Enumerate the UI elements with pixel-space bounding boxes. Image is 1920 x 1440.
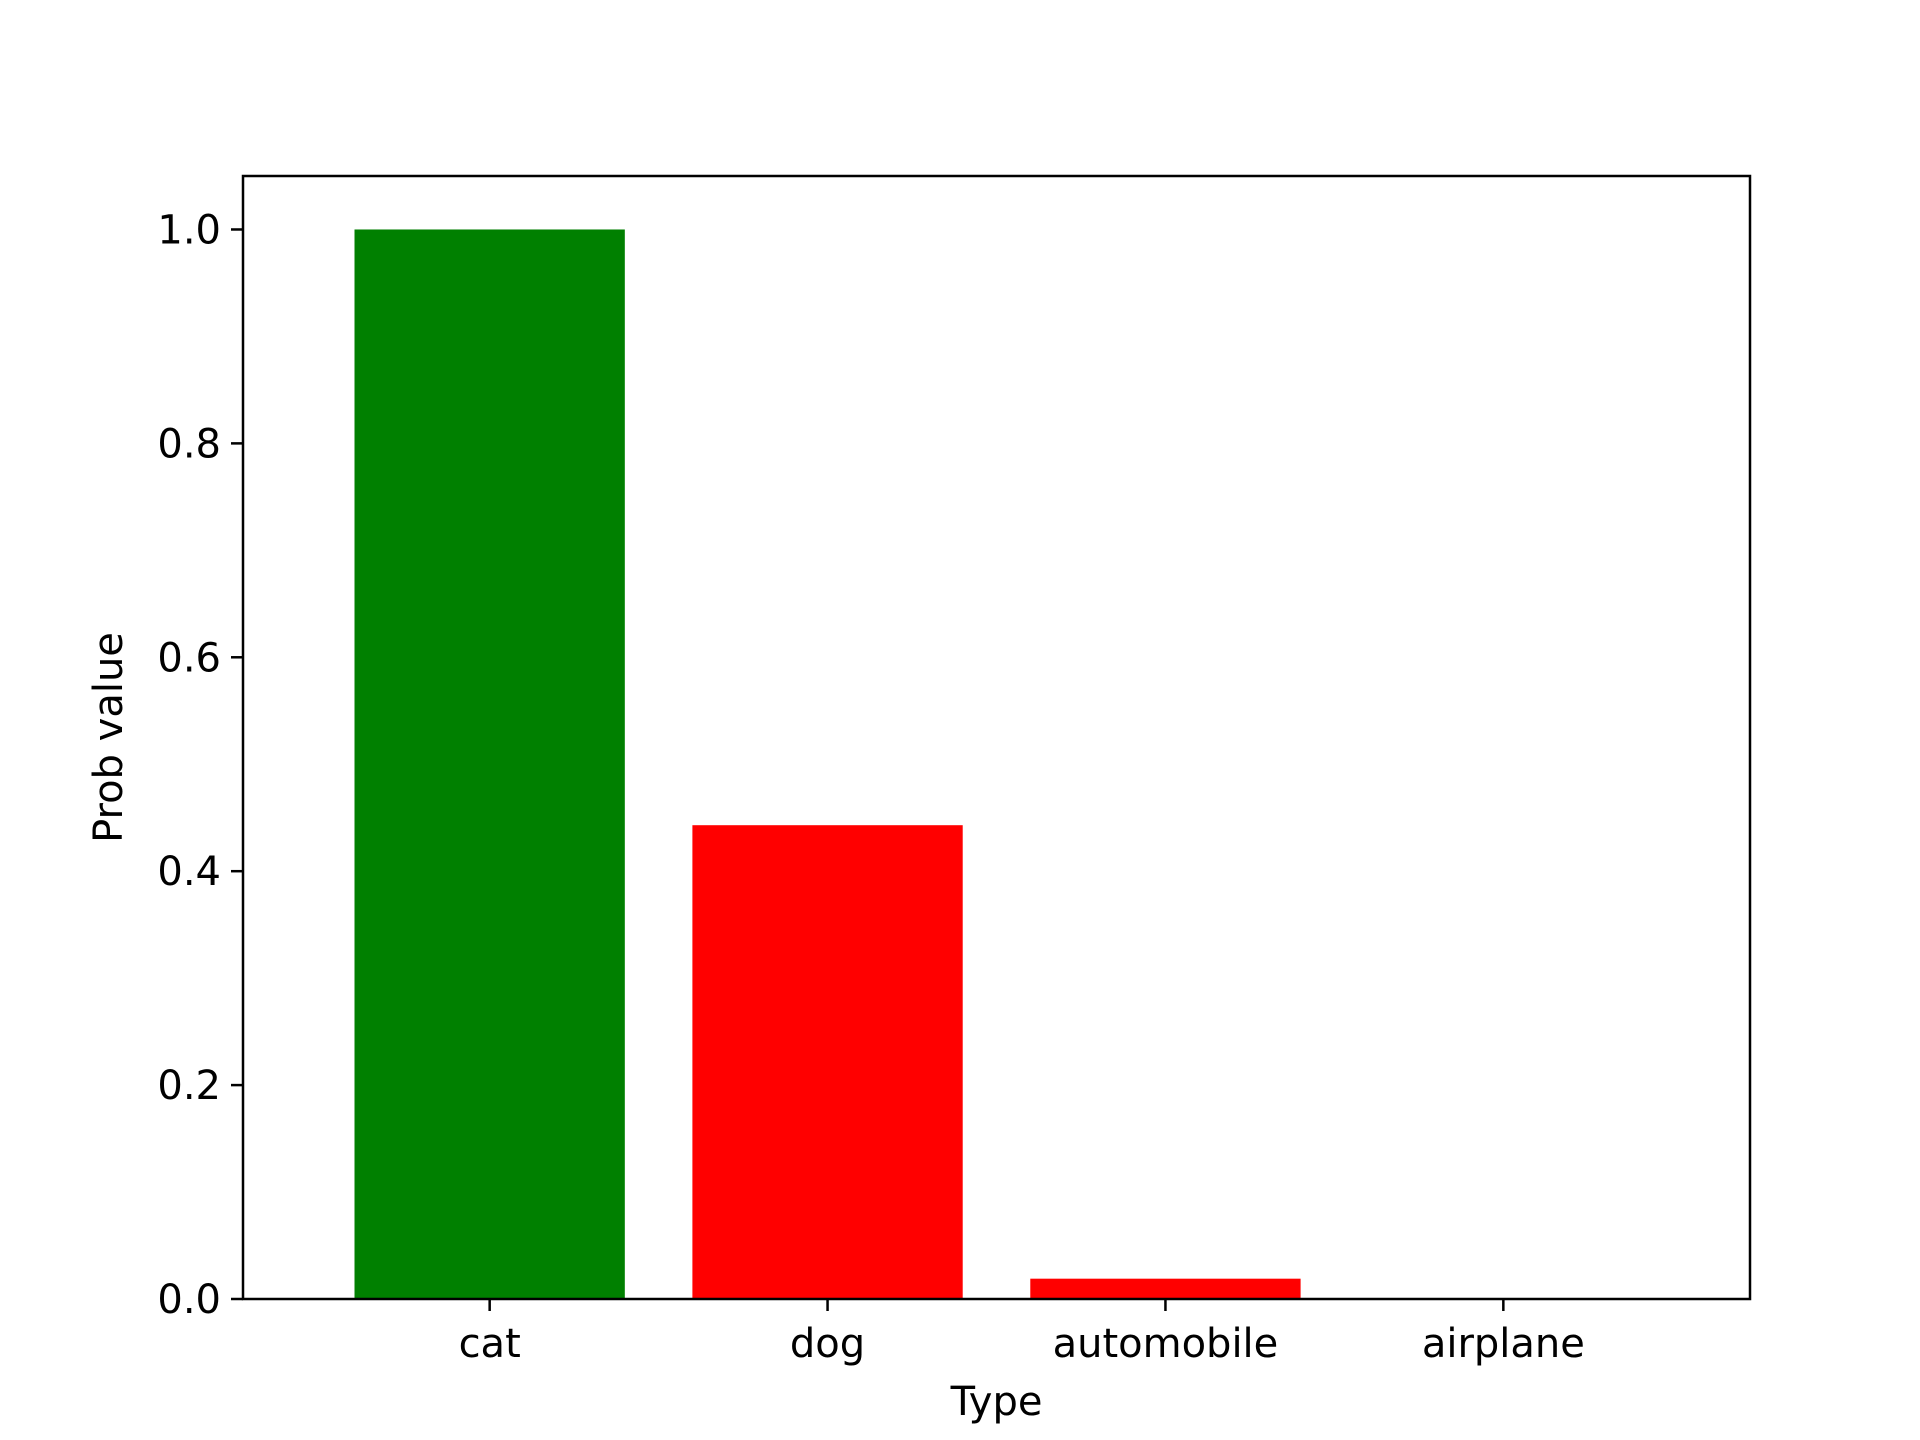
- x-tick-label: airplane: [1422, 1321, 1585, 1367]
- bars-group: [354, 229, 1301, 1299]
- bar-dog: [692, 825, 963, 1299]
- x-tick-label: automobile: [1053, 1321, 1279, 1367]
- y-tick-label: 0.6: [157, 635, 221, 681]
- y-tick-label: 0.8: [157, 421, 221, 467]
- x-axis-label: Type: [950, 1379, 1043, 1425]
- plot-frame: [241, 174, 1752, 1301]
- bar-cat: [354, 229, 625, 1299]
- bar-automobile: [1030, 1278, 1301, 1299]
- x-tick-label: dog: [790, 1321, 865, 1367]
- y-tick-label: 0.2: [157, 1063, 221, 1109]
- y-tick-label: 1.0: [157, 207, 221, 253]
- y-axis-label: Prob value: [86, 632, 132, 843]
- x-ticks-group: cat dog automobile airplane: [459, 1299, 1585, 1367]
- y-tick-label: 0.4: [157, 849, 221, 895]
- y-tick-label: 0.0: [157, 1277, 221, 1323]
- y-ticks-group: 0.0 0.2 0.4 0.6 0.8 1.0: [157, 207, 243, 1323]
- x-tick-label: cat: [459, 1321, 521, 1367]
